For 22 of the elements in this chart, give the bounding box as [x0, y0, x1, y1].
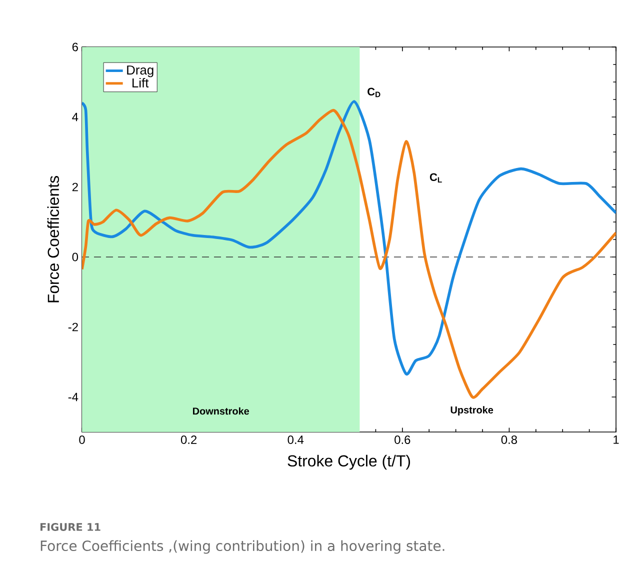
y-tick-label: 2	[72, 182, 78, 192]
y-tick-label: 6	[72, 42, 78, 52]
text: Force Coefficients ,(wing contribution) in a hovering state.	[40, 540, 444, 554]
x-tick-label: 0.2	[180, 436, 197, 444]
y-tick-label: 0	[72, 252, 78, 262]
legend-label: Drag	[127, 66, 154, 78]
x-tick-label: 0.8	[501, 436, 517, 444]
legend-label: Lift	[132, 78, 149, 88]
y-tick-label: -2	[68, 322, 78, 332]
x-tick-label: 0	[79, 436, 85, 444]
x-tick-label: 1	[614, 436, 619, 444]
annotation: Upstroke	[450, 406, 494, 416]
y-tick-label: 4	[72, 112, 78, 122]
y-axis-title: Force Coefficients	[47, 176, 60, 302]
x-tick-label: 0.6	[394, 436, 410, 444]
x-tick-label: 0.4	[288, 436, 304, 444]
annotation: C$_{L}$	[430, 173, 442, 183]
caption: FIGURE 11	[40, 523, 100, 531]
y-tick-label: -4	[68, 392, 78, 402]
band-label: Downstroke	[193, 407, 250, 415]
annotation: C$_{D}$	[368, 88, 380, 98]
x-axis-title: Stroke Cycle (t/T)	[288, 454, 410, 470]
